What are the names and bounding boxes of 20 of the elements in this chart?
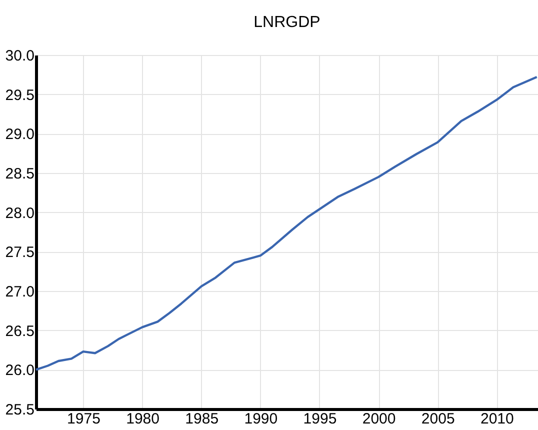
x-tick-label: 1980 bbox=[126, 410, 160, 428]
y-tick-label: 27.0 bbox=[5, 284, 34, 300]
chart-title: LNRGDP bbox=[254, 14, 320, 31]
x-tick-label: 1985 bbox=[185, 410, 219, 428]
x-tick-label: 2010 bbox=[480, 410, 514, 428]
x-tick-label: 1975 bbox=[67, 410, 100, 428]
line-series bbox=[34, 76, 538, 371]
y-tick-label: 28.0 bbox=[5, 204, 34, 222]
y-tick-label: 25.5 bbox=[5, 402, 34, 418]
x-tick-label: 1995 bbox=[303, 410, 337, 428]
y-tick-label: 29.0 bbox=[5, 126, 34, 144]
y-tick-label: 30.0 bbox=[5, 48, 34, 64]
x-tick-label: 1990 bbox=[244, 410, 278, 428]
y-tick-label: 28.5 bbox=[5, 166, 34, 182]
y-tick-label: 26.0 bbox=[5, 362, 34, 380]
x-tick-label: 2000 bbox=[362, 410, 396, 428]
y-tick-label: 27.5 bbox=[5, 244, 34, 262]
x-tick-label: 2005 bbox=[421, 410, 455, 428]
y-tick-label: 26.5 bbox=[5, 322, 34, 340]
y-tick-label: 29.5 bbox=[5, 86, 34, 104]
